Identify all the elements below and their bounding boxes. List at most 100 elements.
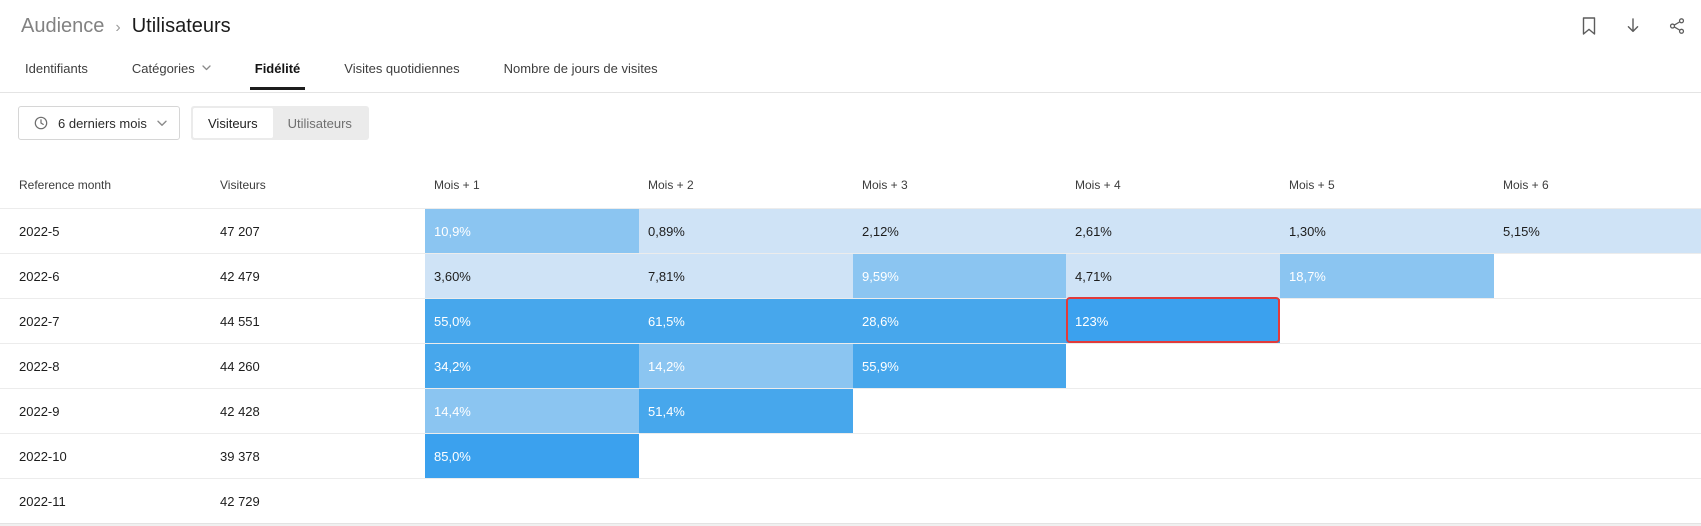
retention-cell-mois-2[interactable]: 51,4% — [639, 389, 853, 433]
tab-label: Identifiants — [25, 60, 88, 76]
retention-value: 34,2% — [425, 344, 639, 388]
tab-fidelite[interactable]: Fidélité — [249, 44, 305, 92]
page-title: Utilisateurs — [131, 14, 231, 37]
share-button[interactable] — [1668, 17, 1686, 35]
retention-cell-mois-2[interactable]: 61,5% — [639, 299, 853, 343]
retention-cell-mois-6 — [1494, 299, 1701, 343]
table-row-2022-5: 2022-5 47 207 10,9% 0,89% 2,12% 2,61% 1,30% 5,1… — [0, 208, 1701, 253]
retention-value: 4,71% — [1066, 254, 1280, 298]
reference-month: 2022-9 — [19, 403, 60, 419]
tab-nombre-de-jours-de-visites[interactable]: Nombre de jours de visites — [504, 44, 658, 92]
retention-cell-mois-2[interactable]: 0,89% — [639, 209, 853, 253]
retention-cell-mois-6 — [1494, 344, 1701, 388]
topbar-actions — [1580, 17, 1686, 35]
breadcrumb-separator: › — [115, 18, 121, 36]
retention-cell-mois-6[interactable]: 5,15% — [1494, 209, 1701, 253]
retention-value: 7,81% — [639, 254, 853, 298]
retention-value: 28,6% — [853, 299, 1066, 343]
reference-month: 2022-7 — [19, 313, 60, 329]
table-row-2022-11: 2022-11 42 729 — [0, 478, 1701, 523]
retention-value: 85,0% — [425, 434, 639, 478]
tab-label: Catégories — [131, 60, 195, 76]
column-header-mois-3: Mois + 3 — [862, 178, 908, 192]
reference-month: 2022-11 — [19, 493, 66, 509]
bookmark-button[interactable] — [1580, 17, 1598, 35]
tab-identifiants[interactable]: Identifiants — [25, 44, 88, 92]
retention-cell-mois-2 — [639, 434, 853, 478]
retention-cell-mois-4[interactable]: 123% — [1066, 297, 1280, 343]
table-bottom-divider — [0, 523, 1701, 526]
retention-cell-mois-4 — [1066, 479, 1280, 523]
tab-categories[interactable]: Catégories — [132, 44, 211, 92]
retention-cell-mois-4[interactable]: 4,71% — [1066, 254, 1280, 298]
toggle-option-visiteurs[interactable]: Visiteurs — [193, 108, 273, 138]
retention-cell-mois-1[interactable]: 34,2% — [425, 344, 639, 388]
bookmark-icon — [1582, 17, 1596, 35]
cohort-table: Reference month Visiteurs Mois + 1 Mois + 2… — [0, 140, 1701, 526]
breadcrumb-section[interactable]: Audience — [21, 14, 105, 37]
retention-cell-mois-4 — [1066, 434, 1280, 478]
retention-cell-mois-5[interactable]: 18,7% — [1280, 254, 1494, 298]
date-range-selector[interactable]: 6 derniers mois — [18, 106, 180, 140]
retention-value: 3,60% — [425, 254, 639, 298]
retention-cell-mois-6 — [1494, 479, 1701, 523]
retention-cell-mois-1[interactable]: 55,0% — [425, 299, 639, 343]
table-row-2022-9: 2022-9 42 428 14,4% 51,4% — [0, 388, 1701, 433]
retention-cell-mois-1[interactable]: 85,0% — [425, 434, 639, 478]
retention-cell-mois-5[interactable]: 1,30% — [1280, 209, 1494, 253]
retention-cell-mois-5 — [1280, 344, 1494, 388]
reference-month: 2022-10 — [19, 448, 67, 464]
retention-value: 18,7% — [1280, 254, 1494, 298]
retention-value: 9,59% — [853, 254, 1066, 298]
retention-cell-mois-4[interactable]: 2,61% — [1066, 209, 1280, 253]
retention-cell-mois-3[interactable]: 28,6% — [853, 299, 1066, 343]
visitors-users-toggle: Visiteurs Utilisateurs — [191, 106, 369, 140]
retention-cell-mois-6 — [1494, 254, 1701, 298]
table-row-2022-8: 2022-8 44 260 34,2% 14,2% 55,9% — [0, 343, 1701, 388]
chevron-down-icon — [157, 120, 167, 126]
retention-cell-mois-2[interactable]: 14,2% — [639, 344, 853, 388]
column-header-visiteurs: Visiteurs — [220, 178, 266, 192]
breadcrumb: Audience › Utilisateurs — [21, 15, 231, 38]
retention-value: 51,4% — [639, 389, 853, 433]
retention-value: 10,9% — [425, 209, 639, 253]
column-header-mois-5: Mois + 5 — [1289, 178, 1335, 192]
top-bar: Audience › Utilisateurs — [0, 0, 1701, 44]
date-range-label: 6 derniers mois — [58, 115, 147, 131]
retention-cell-mois-1[interactable]: 3,60% — [425, 254, 639, 298]
retention-value: 14,4% — [425, 389, 639, 433]
retention-value: 61,5% — [639, 299, 853, 343]
retention-cell-mois-2[interactable]: 7,81% — [639, 254, 853, 298]
share-icon — [1669, 18, 1685, 34]
retention-value: 14,2% — [639, 344, 853, 388]
visitors-count: 42 479 — [220, 268, 260, 284]
tab-label: Visites quotidiennes — [344, 60, 460, 76]
filter-row: 6 derniers mois Visiteurs Utilisateurs — [18, 106, 1701, 140]
retention-cell-mois-1[interactable]: 14,4% — [425, 389, 639, 433]
visitors-count: 44 551 — [220, 313, 260, 329]
column-header-reference-month: Reference month — [19, 178, 112, 192]
retention-cell-mois-5 — [1280, 389, 1494, 433]
toggle-option-utilisateurs[interactable]: Utilisateurs — [287, 115, 352, 131]
table-row-2022-10: 2022-10 39 378 85,0% — [0, 433, 1701, 478]
retention-cell-mois-3[interactable]: 9,59% — [853, 254, 1066, 298]
retention-value: 0,89% — [639, 209, 853, 253]
download-button[interactable] — [1624, 17, 1642, 35]
clock-icon — [34, 116, 48, 130]
visitors-count: 42 428 — [220, 403, 260, 419]
retention-cell-mois-2 — [639, 479, 853, 523]
retention-cell-mois-6 — [1494, 434, 1701, 478]
tab-label: Nombre de jours de visites — [503, 60, 658, 76]
table-body: 2022-5 47 207 10,9% 0,89% 2,12% 2,61% 1,30% 5,1… — [0, 208, 1701, 523]
retention-value: 2,61% — [1066, 209, 1280, 253]
retention-cell-mois-1[interactable]: 10,9% — [425, 209, 639, 253]
retention-cell-mois-3[interactable]: 2,12% — [853, 209, 1066, 253]
column-header-mois-1: Mois + 1 — [434, 178, 480, 192]
table-row-2022-7: 2022-7 44 551 55,0% 61,5% 28,6% 123% — [0, 297, 1701, 343]
retention-cell-mois-3[interactable]: 55,9% — [853, 344, 1066, 388]
reference-month: 2022-8 — [19, 358, 60, 374]
download-icon — [1627, 17, 1639, 32]
retention-cell-mois-4 — [1066, 344, 1280, 388]
tab-visites-quotidiennes[interactable]: Visites quotidiennes — [344, 44, 459, 92]
